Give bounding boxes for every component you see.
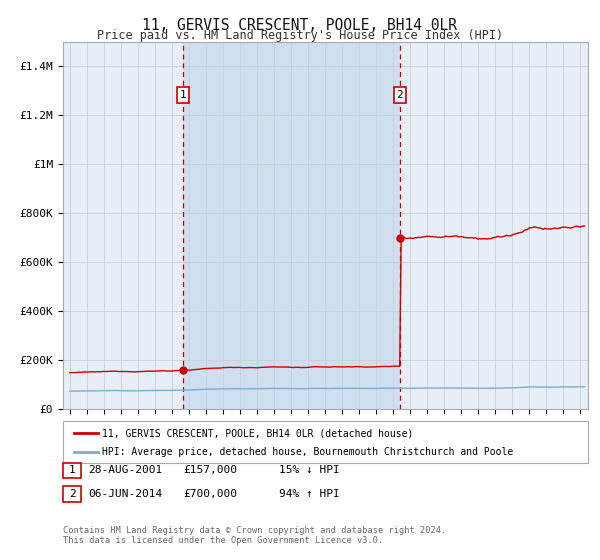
Text: Contains HM Land Registry data © Crown copyright and database right 2024.: Contains HM Land Registry data © Crown c… <box>63 526 446 535</box>
Text: 28-AUG-2001: 28-AUG-2001 <box>88 465 163 475</box>
Text: 06-JUN-2014: 06-JUN-2014 <box>88 489 163 499</box>
Text: 15% ↓ HPI: 15% ↓ HPI <box>279 465 340 475</box>
Text: This data is licensed under the Open Government Licence v3.0.: This data is licensed under the Open Gov… <box>63 536 383 545</box>
Text: 1: 1 <box>68 465 76 475</box>
Text: HPI: Average price, detached house, Bournemouth Christchurch and Poole: HPI: Average price, detached house, Bour… <box>102 447 513 457</box>
Text: £700,000: £700,000 <box>183 489 237 499</box>
Text: Price paid vs. HM Land Registry's House Price Index (HPI): Price paid vs. HM Land Registry's House … <box>97 29 503 42</box>
Text: 2: 2 <box>397 90 403 100</box>
Text: 2: 2 <box>68 489 76 499</box>
Text: 11, GERVIS CRESCENT, POOLE, BH14 0LR (detached house): 11, GERVIS CRESCENT, POOLE, BH14 0LR (de… <box>102 428 413 438</box>
Bar <box>183 42 400 409</box>
Text: 1: 1 <box>179 90 187 100</box>
Text: 94% ↑ HPI: 94% ↑ HPI <box>279 489 340 499</box>
Text: 11, GERVIS CRESCENT, POOLE, BH14 0LR: 11, GERVIS CRESCENT, POOLE, BH14 0LR <box>143 18 458 33</box>
Text: £157,000: £157,000 <box>183 465 237 475</box>
